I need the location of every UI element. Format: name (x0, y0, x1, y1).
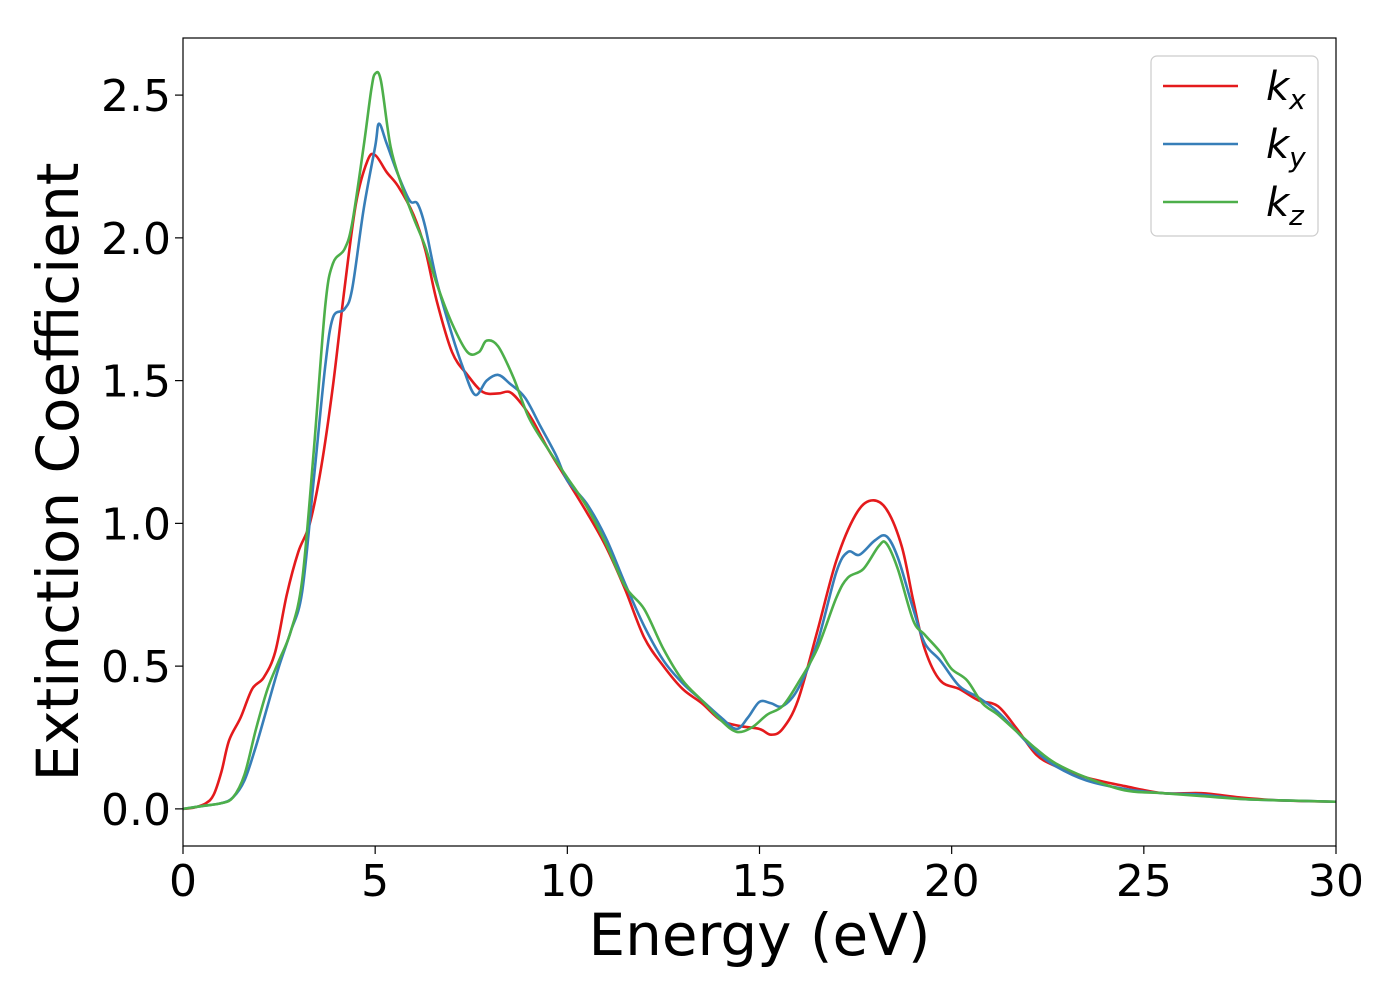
legend-label-kz: kz (1266, 180, 1305, 232)
legend: kx ky kz (1150, 55, 1319, 237)
y-tick-label: 2.0 (101, 214, 171, 265)
x-tick-label: 30 (1308, 856, 1364, 907)
series-line-kx (183, 152, 1336, 811)
series-layer (183, 70, 1336, 811)
legend-label-ky: ky (1266, 122, 1306, 174)
x-tick-label: 10 (539, 856, 595, 907)
y-axis-title: Extinction Coefficient (24, 163, 92, 782)
legend-label-kx: kx (1266, 64, 1306, 116)
y-tick-label: 0.5 (101, 642, 171, 693)
series-line-ky (183, 122, 1336, 811)
x-tick-label: 0 (169, 856, 197, 907)
x-axis-ticks: 0 5 10 15 20 25 30 (169, 846, 1364, 907)
x-tick-label: 25 (1116, 856, 1172, 907)
legend-box (1150, 55, 1319, 237)
series-line-kz (183, 70, 1336, 811)
x-tick-label: 5 (361, 856, 389, 907)
x-tick-label: 20 (924, 856, 980, 907)
y-tick-label: 2.5 (101, 71, 171, 122)
x-tick-label: 15 (732, 856, 788, 907)
y-tick-label: 1.5 (101, 357, 171, 408)
x-axis-title: Energy (eV) (588, 901, 930, 969)
y-axis-ticks: 0.0 0.5 1.0 1.5 2.0 2.5 (101, 71, 183, 836)
y-tick-label: 1.0 (101, 499, 171, 550)
y-tick-label: 0.0 (101, 785, 171, 836)
